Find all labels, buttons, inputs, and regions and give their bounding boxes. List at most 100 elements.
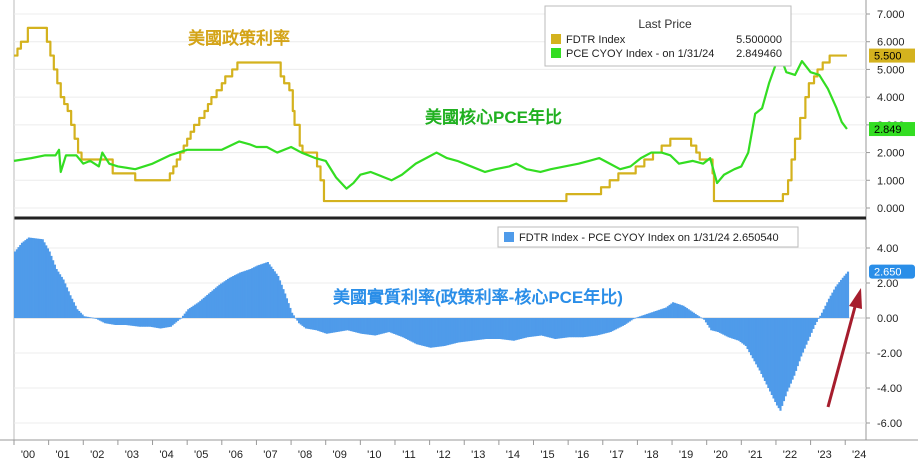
real-rate-bar [685,308,689,318]
real-rate-bar [807,318,810,341]
real-rate-bar [76,309,79,318]
real-rate-bar [46,248,50,318]
real-rate-bar [741,318,744,344]
real-rate-bar [680,305,683,318]
real-rate-bar [550,318,553,339]
legend-swatch-pce [551,48,561,58]
real-rate-bar [313,318,316,330]
real-rate-bar [131,318,134,326]
real-rate-bar [618,318,621,328]
legend-swatch-real-rate [504,232,514,242]
real-rate-bar [727,318,730,338]
real-rate-bar [85,316,88,318]
real-rate-bar [65,287,69,318]
real-rate-bar [795,318,798,371]
real-rate-bar [561,318,564,339]
real-rate-bar [698,316,701,318]
real-rate-bar [36,238,39,318]
real-rate-bar [311,318,314,330]
real-rate-bar [197,302,200,318]
real-rate-bar [497,318,500,339]
real-rate-bar [147,318,150,327]
top-series-lines [13,26,848,203]
real-rate-bar [178,318,181,320]
real-rate-bar [400,318,403,337]
real-rate-bar [175,318,178,323]
real-rate-bar [367,318,370,335]
real-rate-bar [29,237,32,318]
real-rate-bar [128,318,131,326]
real-rate-bar [204,296,207,318]
real-rate-bar [384,318,387,333]
real-rate-bar [69,295,72,318]
real-rate-bar [223,281,226,318]
real-rate-bar [575,318,578,338]
real-rate-bar [568,318,571,338]
real-rate-bar [734,318,737,340]
x-tick-label: '12 [436,449,450,461]
real-rate-bar [27,237,30,318]
real-rate-bar [675,303,678,318]
real-rate-bar [438,318,441,347]
real-rate-bar [216,286,219,318]
legend-value-fdtr: 5.500000 [736,34,782,46]
real-rate-bar [329,318,332,334]
real-rate-bar [209,292,212,318]
real-rate-bar [150,318,153,328]
real-rate-bar [140,318,143,327]
real-rate-bar [633,318,637,319]
real-rate-bar [694,313,697,318]
bottom-y-tick-label: -6.00 [877,418,902,430]
real-rate-bar [410,318,413,342]
real-rate-bar [573,318,576,338]
real-rate-bar [452,318,455,344]
real-rate-bar [268,264,271,318]
real-rate-bar [298,318,301,324]
real-rate-bar [109,318,112,325]
real-rate-bar [585,318,588,337]
real-rate-bar [559,318,562,339]
last-value-badges: 5.500 2.849 2.650 [869,48,915,279]
real-rate-bar [149,318,152,327]
real-rate-bar [246,270,249,318]
real-rate-bar [775,318,779,406]
top-legend-box [544,5,792,67]
real-rate-bar [377,318,380,335]
real-rate-bar [578,318,581,338]
real-rate-bar [531,318,534,337]
real-rate-bar [320,318,323,332]
real-rate-bar [547,318,550,338]
real-rate-bar [789,318,792,384]
real-rate-bar [299,318,302,325]
real-rate-bar [469,318,472,341]
real-rate-bar [239,272,242,318]
real-rate-bar [841,277,844,318]
real-rate-bar [810,318,813,333]
real-rate-bar [180,318,183,319]
real-rate-bar [405,318,408,339]
real-rate-bar [161,318,164,329]
real-rate-bar [651,312,654,318]
real-rate-bar [523,318,526,339]
real-rate-bar [665,307,668,318]
real-rate-bar [187,309,190,318]
real-rate-bar [422,318,425,346]
real-rate-bar [784,318,787,397]
real-rate-bar [277,276,280,318]
real-rate-bar [462,318,465,342]
real-rate-bar [294,318,297,319]
real-rate-bar [637,316,640,318]
real-rate-bar [308,318,311,330]
real-rate-bar [17,247,20,318]
real-rate-bar [135,318,138,327]
real-rate-bar [564,318,567,338]
real-rate-bar [291,312,294,318]
real-rate-bar [836,284,839,318]
real-rate-bar [266,262,269,318]
bottom-y-ticks: -6.00 -4.00 -2.00 0.00 2.00 4.00 [866,243,902,430]
real-rate-bar [353,318,356,332]
real-rate-bar [446,318,450,346]
x-tick-label: '23 [817,449,831,461]
x-tick-label: '20 [714,449,728,461]
legend-value-pce: 2.849460 [736,48,782,60]
